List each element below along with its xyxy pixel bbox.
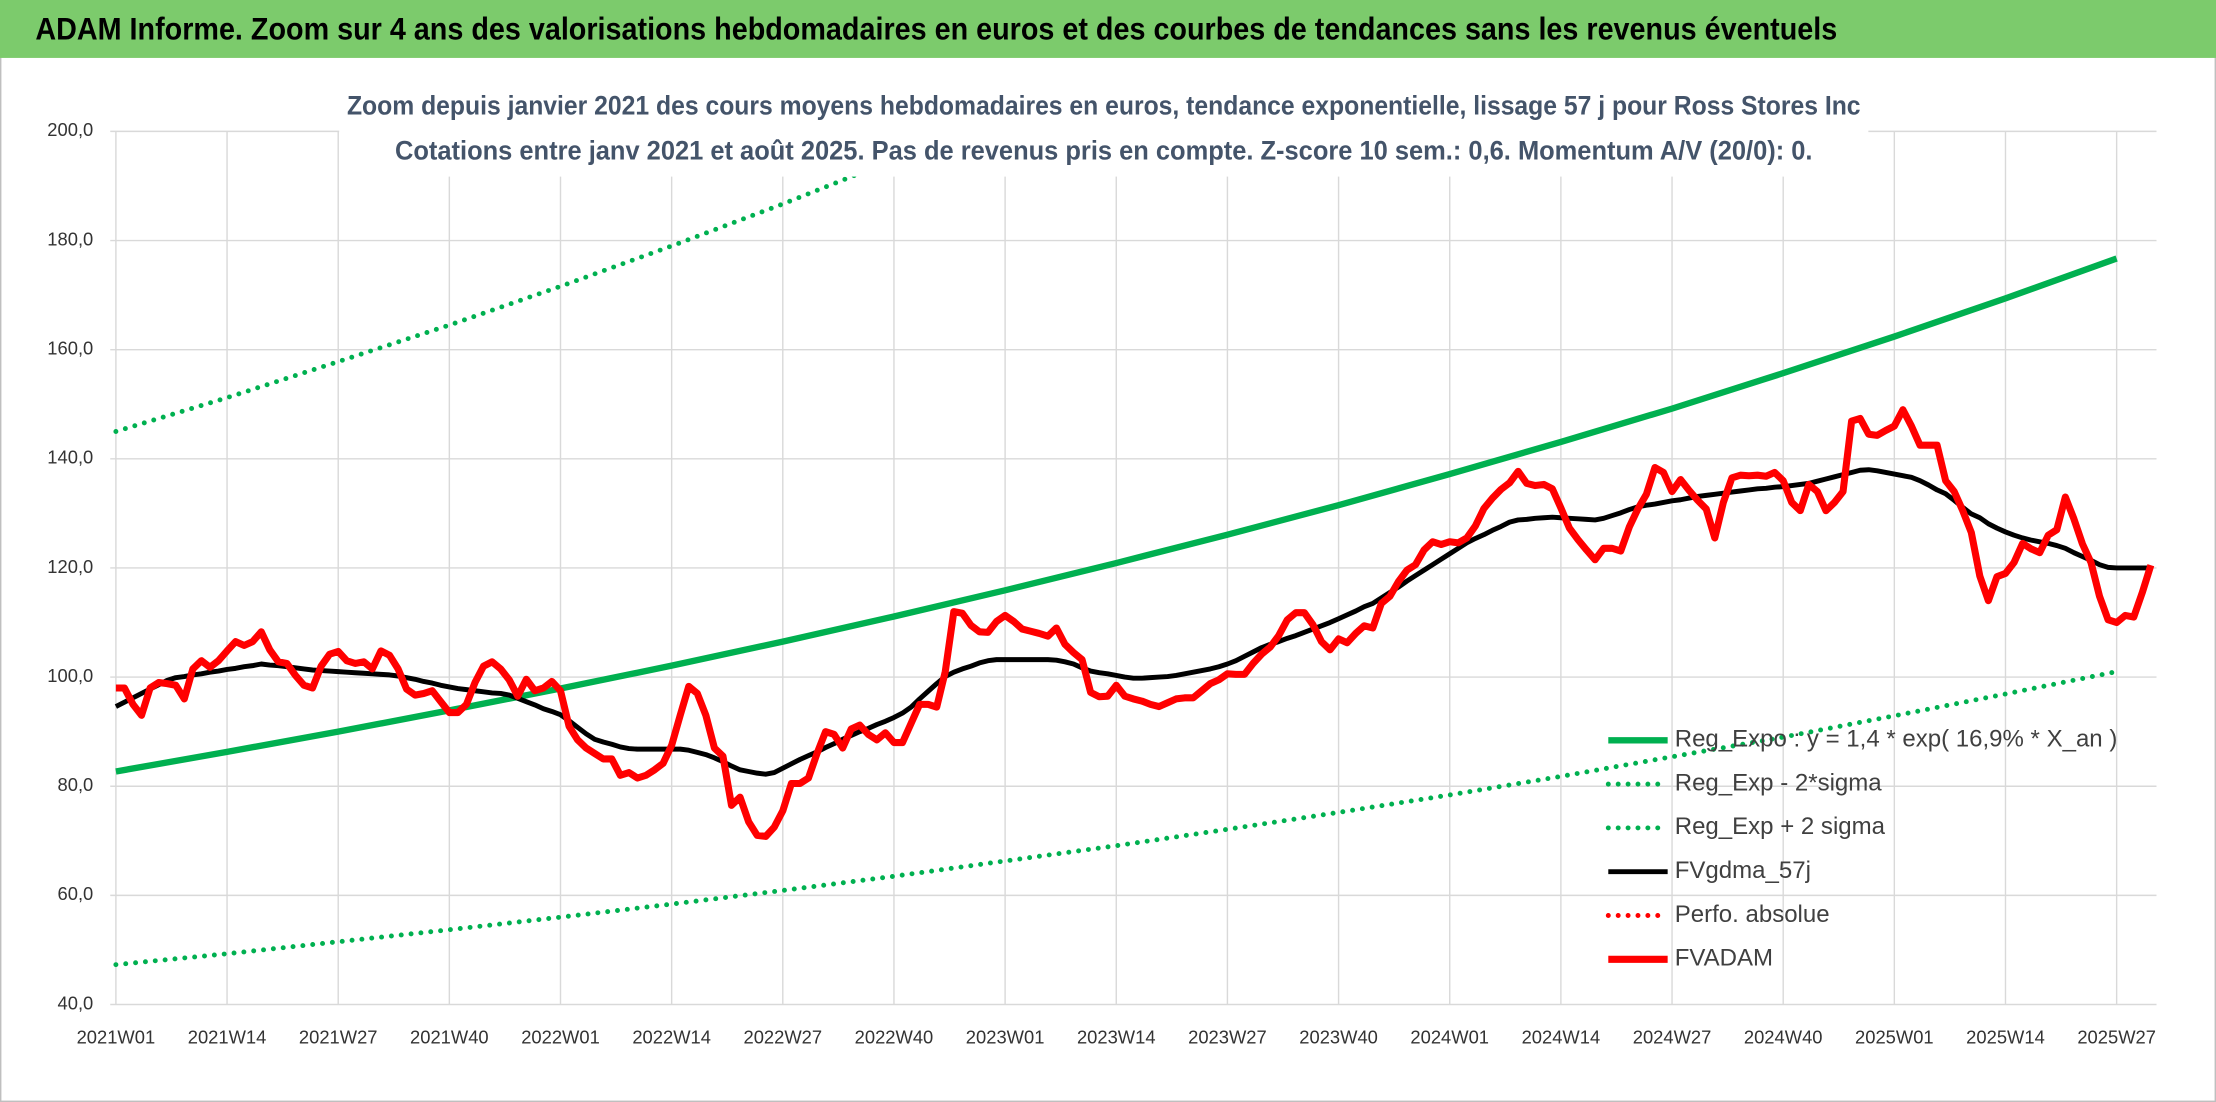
legend-label: Reg_Expo : y = 1,4 * exp( 16,9% * X_an ) [1675,726,2118,753]
x-tick-label: 2023W40 [1299,1026,1378,1047]
x-tick-label: 2021W01 [77,1026,156,1047]
series-line [113,669,2120,968]
x-tick-label: 2025W14 [1966,1026,2045,1047]
y-tick-label: 160,0 [47,338,93,359]
y-tick-label: 120,0 [47,556,93,577]
x-tick-label: 2024W27 [1633,1026,1712,1047]
legend: Reg_Expo : y = 1,4 * exp( 16,9% * X_an )… [1605,726,2118,972]
y-tick-label: 200,0 [47,119,93,140]
y-tick-label: 140,0 [47,447,93,468]
x-tick-label: 2023W01 [966,1026,1045,1047]
x-tick-label: 2022W27 [744,1026,823,1047]
legend-label: FVgdma_57j [1675,857,1811,884]
x-tick-label: 2022W40 [855,1026,934,1047]
y-tick-label: 60,0 [58,883,94,904]
x-tick-label: 2022W14 [632,1026,711,1047]
x-tick-label: 2024W14 [1522,1026,1601,1047]
chart-subtitle: Cotations entre janv 2021 et août 2025. … [395,136,1813,166]
x-tick-label: 2024W40 [1744,1026,1823,1047]
x-tick-label: 2021W14 [188,1026,267,1047]
series-line [115,406,2155,840]
plot-area [113,129,2155,968]
page-title: ADAM Informe. Zoom sur 4 ans des valoris… [35,11,1837,46]
legend-label: Reg_Exp + 2 sigma [1675,813,1886,840]
x-tick-label: 2025W01 [1855,1026,1934,1047]
x-tick-label: 2023W27 [1188,1026,1267,1047]
x-tick-label: 2025W27 [2077,1026,2156,1047]
x-tick-label: 2022W01 [521,1026,600,1047]
legend-label: Reg_Exp - 2*sigma [1675,769,1883,796]
chart-title: Zoom depuis janvier 2021 des cours moyen… [347,90,1861,120]
x-tick-label: 2021W27 [299,1026,378,1047]
y-tick-label: 40,0 [58,992,94,1013]
subtitle-box [339,81,1869,177]
y-tick-label: 80,0 [58,774,94,795]
y-tick-label: 180,0 [47,228,93,249]
x-tick-label: 2024W01 [1410,1026,1489,1047]
header-bar [0,0,2216,58]
x-tick-label: 2021W40 [410,1026,489,1047]
legend-label: Perfo. absolue [1675,901,1830,928]
x-tick-label: 2023W14 [1077,1026,1156,1047]
y-tick-label: 100,0 [47,665,93,686]
legend-label: FVADAM [1675,945,1773,972]
